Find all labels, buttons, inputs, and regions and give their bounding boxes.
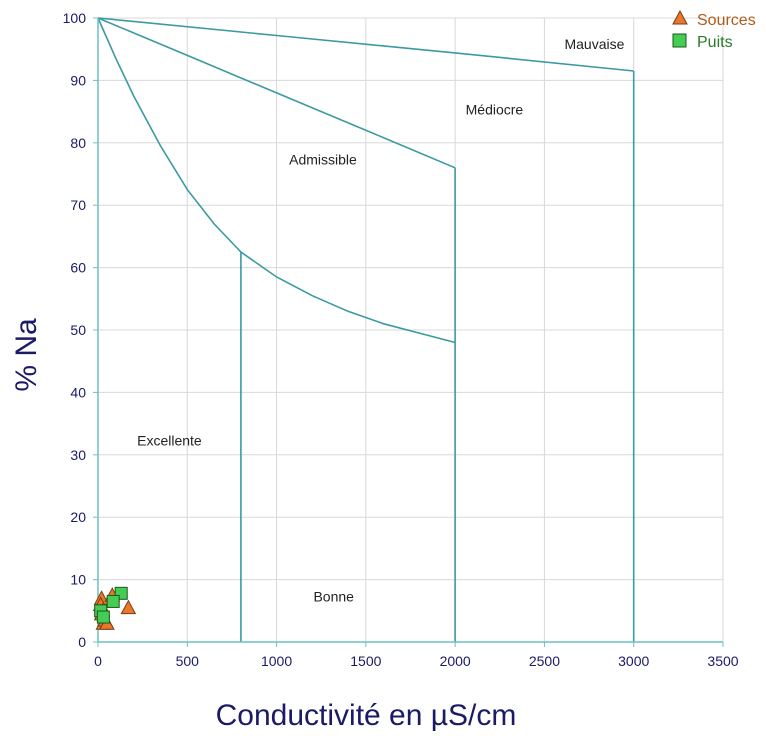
region-labels: Excellente Bonne Admissible Médiocre Mauvais… [137,36,624,604]
region-label-mauvaise: Mauvaise [564,36,624,52]
region-label-bonne: Bonne [313,588,354,604]
y-tick-label: 10 [70,572,86,588]
x-tick-label: 3500 [707,653,738,669]
y-tick-label: 100 [63,10,87,26]
point-sources [120,599,137,615]
y-tick-label: 40 [70,384,86,400]
boundary-admissible-mediocre [97,17,456,169]
y-tick-labels: 0 10 20 30 40 50 60 70 80 90 100 [63,10,98,650]
y-tick-label: 30 [70,447,86,463]
legend-sources-marker [672,9,688,25]
point-puits [96,610,110,624]
x-axis-title: Conductivité en µS/cm [216,699,517,732]
legend-puits-marker [672,33,687,48]
x-tick-label: 1500 [350,653,381,669]
x-tick-label: 2000 [440,653,471,669]
region-label-médiocre: Médiocre [466,102,524,118]
boundary-bonne-admissible [240,251,456,344]
legend: Sources Puits [672,9,756,51]
x-tick-labels: 0 500 1000 1500 2000 2500 3000 3500 [94,642,739,669]
y-tick-label: 60 [70,260,86,276]
x-tick-label: 2500 [529,653,560,669]
y-tick-label: 0 [78,634,86,650]
data-points [92,586,137,630]
region-label-admissible: Admissible [289,152,357,168]
point-puits [106,594,120,608]
y-axis-title: % Na [10,318,43,392]
boundary-excellente-bonne [97,17,242,253]
y-tick-label: 80 [70,135,86,151]
x-tick-label: 500 [176,653,200,669]
boundary-mediocre-mauvaise [97,17,634,72]
x-tick-label: 1000 [261,653,292,669]
y-tick-label: 20 [70,509,86,525]
y-tick-label: 90 [70,72,86,88]
y-tick-label: 70 [70,197,86,213]
x-tick-label: 0 [94,653,102,669]
legend-puits-label: Puits [697,34,733,51]
legend-sources-label: Sources [697,12,756,29]
region-label-excellente: Excellente [137,432,202,448]
x-tick-label: 3000 [618,653,649,669]
y-tick-label: 50 [70,322,86,338]
classification-boundaries [97,17,635,642]
